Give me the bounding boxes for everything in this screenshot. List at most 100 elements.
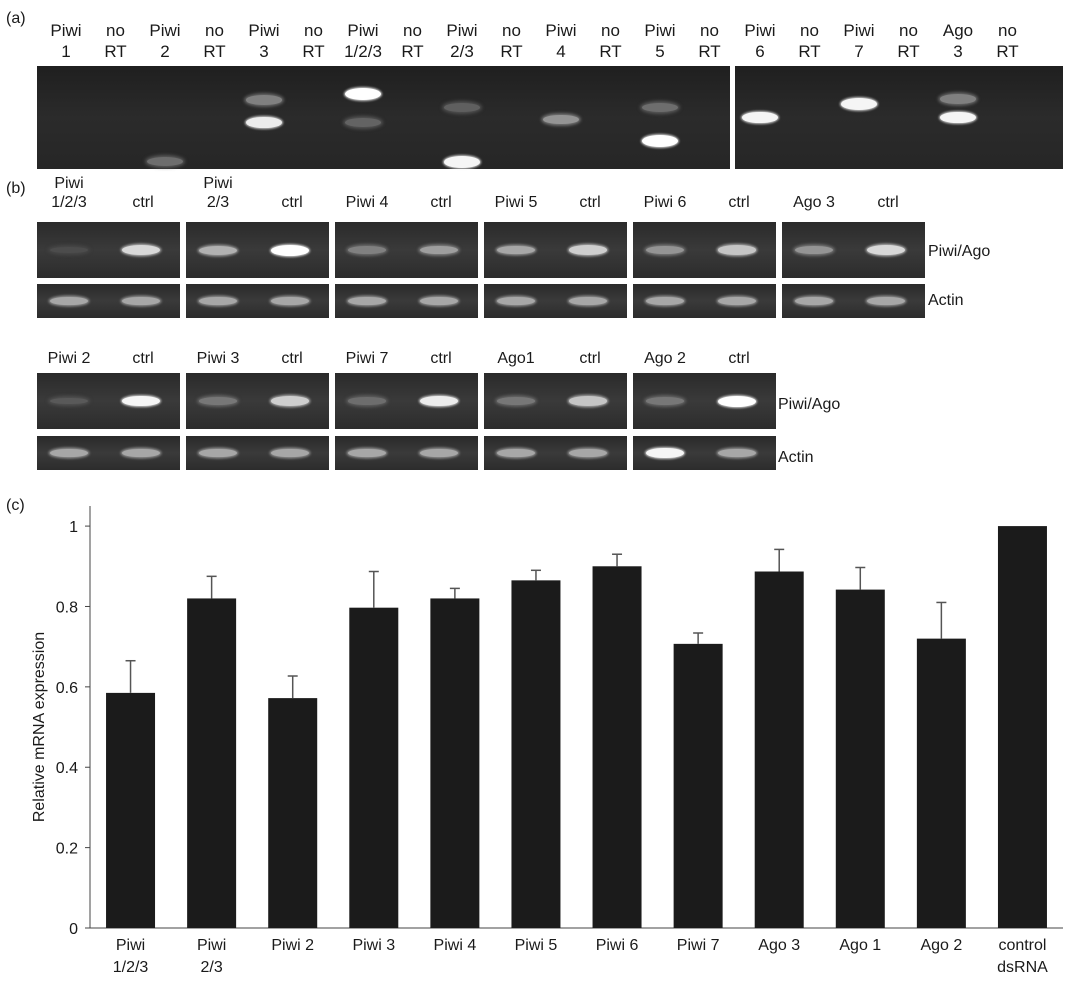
piwi-ago-blot <box>633 373 776 429</box>
bar <box>106 692 156 928</box>
lane-label: Piwi 1/2/3 <box>337 20 389 62</box>
x-tick-label: Piwi 3 <box>352 937 395 954</box>
lane-label-line: RT <box>203 42 226 61</box>
x-tick-label: Ago 1 <box>839 937 881 954</box>
blot-band <box>867 245 905 255</box>
lane-label: Ago 3 <box>932 20 984 62</box>
bar <box>592 566 642 928</box>
actin-blot <box>186 436 329 470</box>
x-tick-label-line: Ago 2 <box>920 937 962 954</box>
blot-band <box>271 244 309 256</box>
lane-label-line: 3 <box>953 42 963 61</box>
lane-label-line: Piwi <box>843 21 875 40</box>
gel-band <box>444 155 480 168</box>
lane-label-line: 5 <box>655 42 665 61</box>
blot-band <box>497 448 535 458</box>
blot-band <box>497 296 535 306</box>
lane-label: no RT <box>883 20 935 62</box>
panel-b-label: (b) <box>6 180 26 197</box>
reference-label-row1: Actin <box>928 292 964 309</box>
blot-band <box>646 245 684 255</box>
blot-sample-label: Piwi 2 <box>47 350 91 367</box>
blot-band <box>348 246 386 254</box>
bar <box>268 698 318 928</box>
blot-ctrl-label: ctrl <box>728 350 750 367</box>
bar <box>511 580 561 928</box>
x-tick-label-line: 1/2/3 <box>113 959 149 976</box>
lane-label: no RT <box>189 20 241 62</box>
blot-band <box>718 448 756 458</box>
lane-label-line: no <box>899 21 918 40</box>
gel-band <box>642 135 678 148</box>
blot-band <box>271 296 309 306</box>
blot-band <box>646 397 684 405</box>
blot-sample-label: Piwi 2/3 <box>203 175 233 211</box>
x-tick-label-line: Ago 3 <box>758 937 800 954</box>
bar <box>916 638 966 928</box>
lane-label-line: no <box>304 21 323 40</box>
blot-sample-label: Ago 2 <box>644 350 686 367</box>
actin-blot <box>335 436 478 470</box>
lane-label: Piwi 1 <box>40 20 92 62</box>
panel-c-label: (c) <box>6 497 25 514</box>
x-tick-label-line: Ago 1 <box>839 937 881 954</box>
blot-band <box>122 395 160 407</box>
panel-a-label: (a) <box>6 10 26 27</box>
blot-band <box>795 245 833 255</box>
lane-label-line: no <box>403 21 422 40</box>
lane-label-line: 7 <box>854 42 864 61</box>
blot-band <box>420 245 458 255</box>
y-tick-label: 1 <box>69 519 78 536</box>
lane-label: no RT <box>982 20 1034 62</box>
blot-band <box>718 245 756 255</box>
lane-label-line: Piwi <box>50 21 82 40</box>
blot-band <box>348 397 386 405</box>
blot-band <box>646 447 684 459</box>
bar <box>349 607 399 928</box>
x-tick-label-line: dsRNA <box>997 959 1048 976</box>
gel-band <box>444 102 480 112</box>
actin-blot <box>633 436 776 470</box>
blot-ctrl-label: ctrl <box>430 350 452 367</box>
blot-band <box>199 448 237 458</box>
blot-band <box>348 296 386 306</box>
blot-band <box>867 296 905 306</box>
actin-blot <box>782 284 925 318</box>
blot-band <box>420 296 458 306</box>
lane-label-line: no <box>106 21 125 40</box>
lane-label-line: RT <box>698 42 721 61</box>
lane-label-line: no <box>205 21 224 40</box>
actin-blot <box>335 284 478 318</box>
blot-sample-label: Piwi 3 <box>196 350 240 367</box>
blot-band <box>569 296 607 306</box>
lane-label-line: no <box>700 21 719 40</box>
lane-label: Piwi 6 <box>734 20 786 62</box>
blot-band <box>497 245 535 255</box>
gel-band <box>940 94 976 104</box>
blot-band <box>718 296 756 306</box>
lane-label-line: 1/2/3 <box>344 42 382 61</box>
bar <box>430 598 480 928</box>
blot-band <box>569 245 607 255</box>
x-tick-label-line: Piwi 2 <box>271 937 314 954</box>
lane-label-line: RT <box>104 42 127 61</box>
blot-ctrl-label: ctrl <box>281 194 303 211</box>
x-tick-label: Piwi 5 <box>515 937 558 954</box>
lane-label-line: 2/3 <box>450 42 474 61</box>
piwi-ago-blot <box>782 222 925 278</box>
x-tick-label-line: control <box>998 937 1046 954</box>
actin-blot <box>484 284 627 318</box>
lane-label-line: 2 <box>160 42 170 61</box>
lane-label-line: no <box>998 21 1017 40</box>
x-tick-label-line: Piwi 4 <box>434 937 477 954</box>
lane-label: Piwi 2/3 <box>436 20 488 62</box>
blot-band <box>646 296 684 306</box>
actin-blot <box>484 436 627 470</box>
lane-label-line: RT <box>897 42 920 61</box>
blot-band <box>348 448 386 458</box>
gel-band <box>246 95 282 105</box>
x-tick-label-line: Piwi 5 <box>515 937 558 954</box>
lane-label: no RT <box>387 20 439 62</box>
blot-band <box>199 245 237 255</box>
blot-band <box>795 296 833 306</box>
